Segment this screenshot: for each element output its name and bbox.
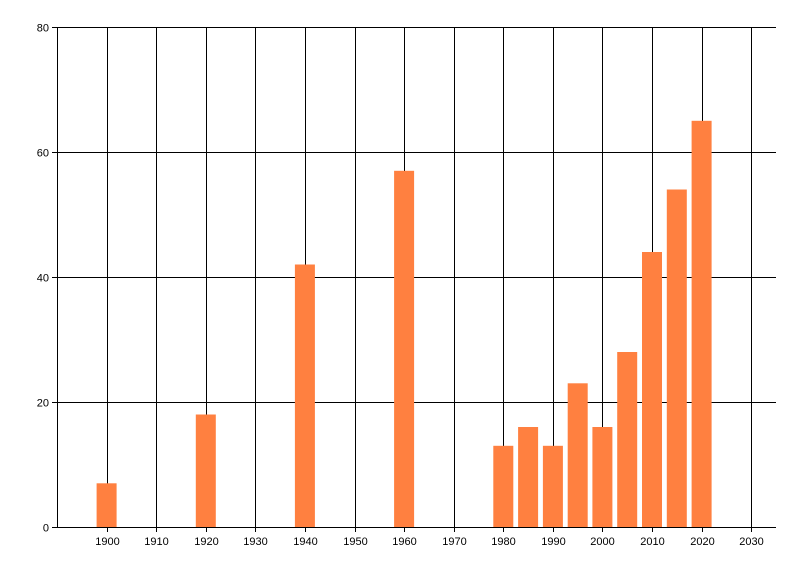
x-tick-label: 2010	[640, 536, 664, 548]
x-tick-label: 1910	[144, 536, 168, 548]
x-tick-labels: 1900 1910 1920 1930 1940 1950 1960 1970 1980 1990…	[95, 536, 763, 548]
bar-1980	[493, 445, 514, 528]
y-tick-label: 80	[37, 23, 49, 35]
x-tick-label: 1990	[541, 536, 565, 548]
bar-1940	[294, 264, 315, 527]
y-tick-labels: 0 20 40 60 80	[37, 23, 49, 535]
y-tick-label: 20	[37, 398, 49, 410]
x-tick-label: 2000	[590, 536, 614, 548]
bar-1900	[96, 483, 117, 528]
bar-1985	[518, 427, 539, 527]
y-tick-label: 60	[37, 148, 49, 160]
x-tick-label: 1960	[392, 536, 416, 548]
x-tick-label: 1980	[491, 536, 515, 548]
bar-1960	[394, 170, 415, 528]
bar-1920	[195, 414, 216, 527]
bar-2010	[642, 252, 662, 527]
y-tick-label: 0	[43, 523, 49, 535]
x-tick-label: 1930	[243, 536, 267, 548]
x-tick-label: 1970	[442, 536, 466, 548]
bar-2015	[666, 189, 687, 527]
axes	[52, 27, 776, 528]
x-tick-label: 2030	[739, 536, 763, 548]
x-tick-label: 2020	[690, 536, 714, 548]
x-tick-label: 1900	[95, 536, 119, 548]
bar-2020	[691, 120, 712, 528]
bar-2005	[617, 352, 638, 527]
y-tick-label: 40	[37, 273, 49, 285]
bars	[96, 120, 712, 528]
bar-2000	[592, 427, 613, 527]
bar-1990	[542, 445, 563, 528]
x-tick-label: 1950	[343, 536, 367, 548]
x-tick-label: 1940	[293, 536, 317, 548]
x-tick-label: 1920	[194, 536, 218, 548]
bar-1995	[567, 383, 588, 528]
